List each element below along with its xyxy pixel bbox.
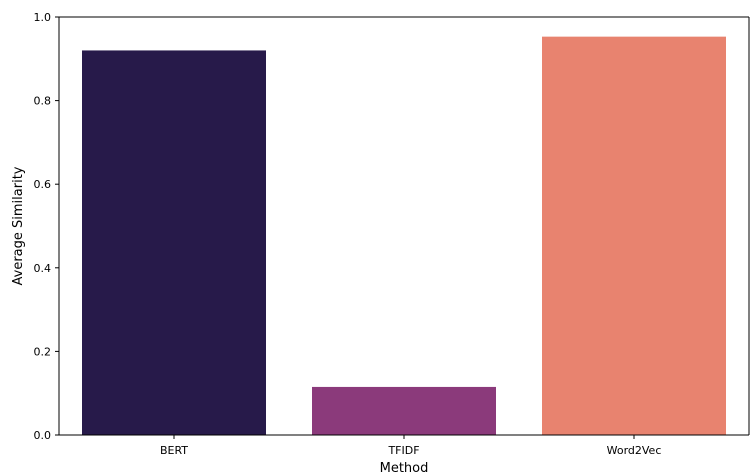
y-tick-label: 0.8 [34, 95, 52, 108]
y-tick-label: 1.0 [34, 11, 52, 24]
y-tick-label: 0.4 [34, 262, 52, 275]
bar-tfidf [312, 386, 496, 435]
y-axis: 0.0 0.2 0.4 0.6 0.8 1.0 [34, 11, 59, 442]
y-axis-title: Average Similarity [11, 166, 26, 285]
x-tick-label: TFIDF [387, 444, 419, 457]
y-tick-label: 0.0 [34, 429, 52, 442]
bar-bert [82, 50, 266, 435]
x-axis-title: Method [380, 461, 429, 475]
y-tick-label: 0.2 [34, 345, 52, 358]
bar-word2vec [542, 36, 726, 436]
x-tick-label: Word2Vec [607, 444, 662, 457]
x-tick-label: BERT [160, 444, 188, 457]
y-tick-label: 0.6 [34, 178, 52, 191]
x-axis: BERT TFIDF Word2Vec [160, 435, 661, 457]
bars-group [82, 36, 726, 436]
